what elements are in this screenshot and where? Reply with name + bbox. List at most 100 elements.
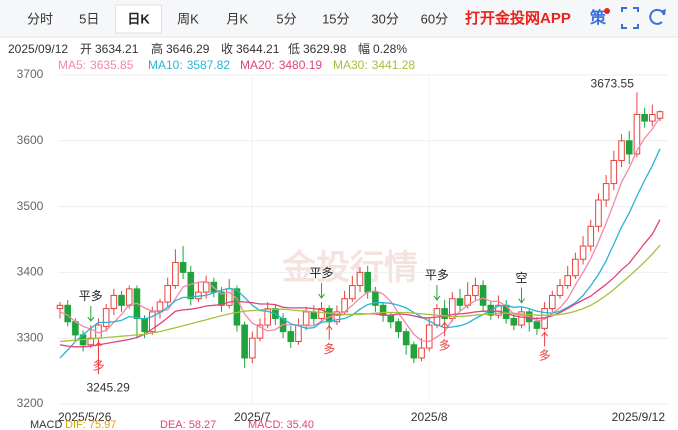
tab[interactable]: 5日 bbox=[79, 11, 99, 26]
tab[interactable]: 周K bbox=[177, 11, 199, 26]
candle-body bbox=[172, 262, 179, 287]
legend-value: 3480.19 bbox=[279, 58, 323, 72]
legend-name: MA5: bbox=[58, 58, 86, 72]
signal-label: 多 bbox=[92, 358, 104, 372]
quote-value: 0.28% bbox=[373, 42, 407, 56]
quote-value: 3644.21 bbox=[236, 42, 280, 56]
legend-name: MA20: bbox=[240, 58, 275, 72]
tab[interactable]: 30分 bbox=[371, 11, 398, 26]
ma-line bbox=[59, 116, 661, 343]
x-tick-label: 2025/8 bbox=[411, 410, 448, 424]
candle-body bbox=[325, 308, 333, 323]
candle-body bbox=[310, 311, 318, 319]
legend-value: 3441.28 bbox=[372, 58, 416, 72]
candle-body bbox=[418, 347, 425, 359]
y-tick-label: 3400 bbox=[17, 265, 44, 279]
signal-arrow-head bbox=[518, 298, 525, 304]
candle-body bbox=[356, 271, 364, 287]
candle-body bbox=[618, 140, 625, 162]
candle-body bbox=[472, 285, 479, 296]
quote-value: 3629.98 bbox=[303, 42, 347, 56]
legend-entry: MA20: 3480.19 bbox=[240, 58, 322, 72]
notice-dot bbox=[604, 8, 610, 14]
quote-label: 高 bbox=[151, 41, 163, 56]
candle-body bbox=[602, 183, 610, 201]
quote-line: 2025/09/12 开 3634.21 高 3646.29 收 3644.21… bbox=[8, 41, 407, 56]
legend-value: 3635.85 bbox=[90, 58, 134, 72]
candle-body bbox=[518, 311, 525, 326]
strategy-button[interactable]: 策 bbox=[589, 8, 607, 27]
quote-value: 3634.21 bbox=[95, 42, 139, 56]
quote-label: 开 bbox=[80, 42, 92, 56]
signal-arrow-head bbox=[95, 341, 102, 347]
candle-body bbox=[410, 344, 418, 359]
legend-entry: MA10: 3587.82 bbox=[148, 58, 230, 72]
candle-body bbox=[56, 304, 64, 310]
signal-label: 平多 bbox=[79, 289, 103, 303]
signal-label: 多 bbox=[539, 349, 551, 363]
legend-name: MA10: bbox=[148, 58, 183, 72]
quote-label: 幅 bbox=[358, 41, 370, 56]
candle-body bbox=[302, 311, 310, 326]
candle-body bbox=[249, 337, 256, 359]
signal-label: 空 bbox=[516, 271, 528, 285]
tab-bar bbox=[0, 0, 678, 37]
candle-body bbox=[387, 314, 395, 323]
tab[interactable]: 60分 bbox=[421, 11, 448, 26]
candle-body bbox=[102, 308, 110, 327]
candle-body bbox=[495, 304, 502, 316]
tab[interactable]: 5分 bbox=[276, 11, 296, 26]
candle-body bbox=[395, 321, 402, 333]
candle-body bbox=[579, 245, 587, 260]
candle-body bbox=[441, 308, 448, 319]
candle-body bbox=[233, 288, 241, 326]
watermark: 金投行情 bbox=[281, 248, 418, 287]
legend-name: MA30: bbox=[333, 58, 368, 72]
macd-title: MACD bbox=[30, 419, 62, 430]
candle-body bbox=[425, 324, 433, 349]
signal-arrow-head bbox=[87, 316, 95, 322]
tab[interactable]: 15分 bbox=[322, 11, 349, 26]
tab[interactable]: 分时 bbox=[27, 11, 53, 26]
candle-body bbox=[556, 285, 564, 296]
quote-date: 2025/09/12 bbox=[8, 42, 68, 56]
macd-dea: DEA: 58.27 bbox=[160, 419, 216, 430]
fullscreen-icon[interactable] bbox=[621, 7, 639, 29]
x-tick-label: 2025/9/12 bbox=[612, 410, 666, 424]
candle-body bbox=[641, 113, 648, 122]
signal-arrow-head bbox=[318, 293, 325, 299]
y-tick-label: 3300 bbox=[17, 330, 44, 344]
tabs: 分时 5日 日K 周K 月K 5分 15分 30分 60分 bbox=[27, 4, 448, 34]
candle-body bbox=[64, 304, 71, 323]
tab[interactable]: 月K bbox=[226, 11, 248, 26]
legend-value: 3587.82 bbox=[187, 58, 231, 72]
signal-arrow-head bbox=[325, 324, 333, 331]
y-tick-label: 3700 bbox=[17, 67, 44, 81]
candle-body bbox=[318, 308, 325, 319]
candle-body bbox=[149, 311, 156, 333]
tab[interactable]: 日K bbox=[127, 11, 150, 26]
app-link[interactable]: 打开金投网APP bbox=[465, 9, 571, 27]
candle-body bbox=[549, 294, 556, 310]
legend: MA5: 3635.85 MA10: 3587.82 MA20: 3480.19 MA30:… bbox=[58, 58, 415, 72]
quote-value: 3646.29 bbox=[166, 42, 210, 56]
min-label: 3245.29 bbox=[86, 380, 130, 394]
candle-body bbox=[595, 199, 602, 227]
legend-entry: MA30: 3441.28 bbox=[333, 58, 415, 72]
candle-body bbox=[110, 294, 118, 310]
signal-arrow-head bbox=[441, 321, 449, 327]
candle-body bbox=[72, 321, 79, 336]
candle-body bbox=[449, 298, 456, 319]
signal-label: 多 bbox=[323, 342, 335, 356]
candle-body bbox=[87, 337, 95, 346]
ma-line bbox=[59, 148, 661, 359]
tab-active-bg bbox=[115, 4, 163, 34]
signal-label: 平多 bbox=[425, 268, 449, 282]
candle-body bbox=[610, 160, 618, 185]
candle-body bbox=[379, 304, 387, 316]
y-tick-label: 3600 bbox=[17, 133, 44, 147]
candle-body bbox=[141, 317, 148, 333]
candle-body bbox=[564, 275, 571, 287]
signal-label: 平多 bbox=[310, 266, 334, 280]
